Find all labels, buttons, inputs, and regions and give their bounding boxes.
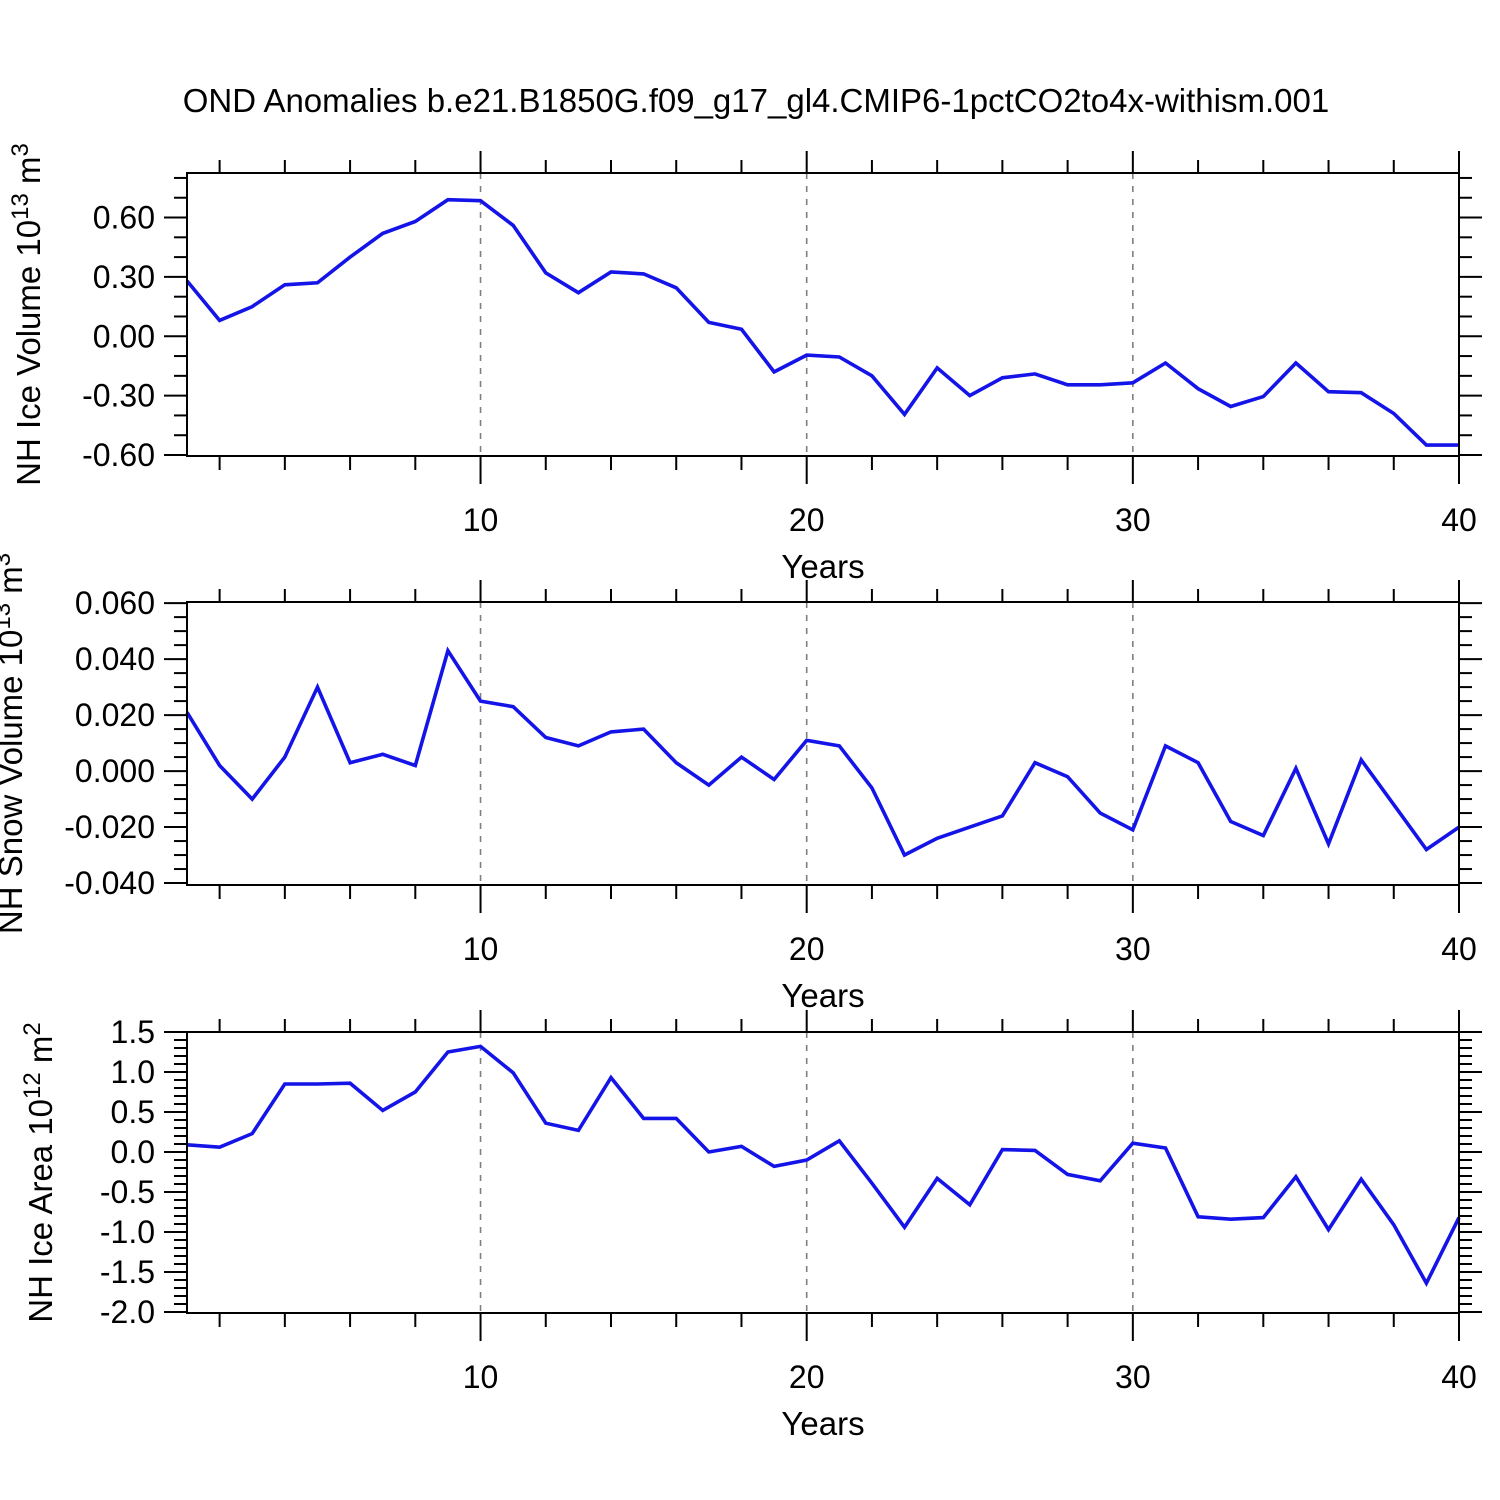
x-tick-label: 10	[463, 502, 499, 538]
y-tick-label: 1.5	[111, 1014, 155, 1050]
x-tick-label: 20	[789, 502, 825, 538]
data-line-nh-ice-area	[186, 1044, 1461, 1288]
x-tick-label: 40	[1441, 931, 1477, 967]
y-tick-label: -1.0	[100, 1214, 155, 1250]
x-tick-label: 40	[1441, 502, 1477, 538]
y-tick-label: 0.000	[75, 753, 155, 789]
y-tick-label: 0.020	[75, 697, 155, 733]
y-tick-label: 0.00	[93, 318, 155, 354]
y-axis-title: NH Snow Volume 1013 m3	[0, 553, 29, 934]
x-axis-title: Years	[781, 1405, 864, 1442]
y-tick-label: 0.040	[75, 641, 155, 677]
data-line-nh-snow-volume	[185, 646, 1461, 858]
y-tick-label: 0.60	[93, 200, 155, 236]
y-tick-label: 0.5	[111, 1094, 155, 1130]
figure-title: OND Anomalies b.e21.B1850G.f09_g17_gl4.C…	[183, 82, 1329, 119]
y-tick-label: -1.5	[100, 1254, 155, 1290]
y-axis-title-text: m	[0, 566, 29, 603]
x-tick-label: 20	[789, 1359, 825, 1395]
x-tick-label: 40	[1441, 1359, 1477, 1395]
y-axis-title: NH Ice Volume 1013 m3	[7, 143, 47, 486]
y-tick-label: -0.040	[64, 865, 155, 901]
x-axis-title: Years	[781, 977, 864, 1014]
y-tick-label: 0.0	[111, 1134, 155, 1170]
panels: 10 20 30 40 0.60 0.30 0.00 -0.30 -0.60 Years NH Ic…	[0, 143, 1482, 1442]
x-tick-label: 30	[1115, 502, 1151, 538]
x-tick-label: 30	[1115, 1359, 1151, 1395]
y-axis-title-text: NH Ice Volume 10	[10, 220, 47, 486]
data-line-nh-ice-volume	[185, 197, 1459, 447]
y-tick-label: -0.60	[82, 437, 155, 473]
x-tick-label: 30	[1115, 931, 1151, 967]
y-tick-label: -0.5	[100, 1174, 155, 1210]
panel-nh-ice-area: 10 20 30 40 1.5 1.0 0.5 0.0 -0.5 -1.0 -1.5 -2.0 Year…	[19, 1010, 1482, 1442]
y-axis-title-superscript: 3	[0, 553, 16, 566]
panel-nh-snow-volume: 10 20 30 40 0.060 0.040 0.020 0.000 -0.020 -0.040…	[0, 553, 1482, 1014]
x-axis-title: Years	[781, 548, 864, 585]
y-axis-title-text: m	[22, 1036, 59, 1073]
x-tick-label: 10	[463, 1359, 499, 1395]
panel-nh-ice-volume: 10 20 30 40 0.60 0.30 0.00 -0.30 -0.60 Years NH Ic…	[7, 143, 1482, 585]
y-tick-label: 0.30	[93, 259, 155, 295]
y-tick-label: -2.0	[100, 1294, 155, 1330]
y-axis-title-superscript: 2	[19, 1022, 46, 1035]
x-tick-label: 10	[463, 931, 499, 967]
y-axis-title-superscript: 12	[19, 1072, 46, 1099]
y-axis-title-superscript: 13	[7, 193, 34, 220]
y-axis-title: NH Ice Area 1012 m2	[19, 1022, 59, 1323]
y-axis-title-superscript: 13	[0, 603, 16, 630]
y-tick-label: -0.020	[64, 809, 155, 845]
y-tick-label: 0.060	[75, 585, 155, 621]
y-axis-title-superscript: 3	[7, 143, 34, 156]
x-tick-label: 20	[789, 931, 825, 967]
y-tick-label: -0.30	[82, 378, 155, 414]
y-tick-label: 1.0	[111, 1054, 155, 1090]
y-axis-title-text: NH Ice Area 10	[22, 1099, 59, 1323]
y-axis-title-text: NH Snow Volume 10	[0, 630, 29, 935]
plot-border	[186, 172, 1460, 457]
plot-border	[186, 1031, 1460, 1314]
y-axis-title-text: m	[10, 157, 47, 194]
